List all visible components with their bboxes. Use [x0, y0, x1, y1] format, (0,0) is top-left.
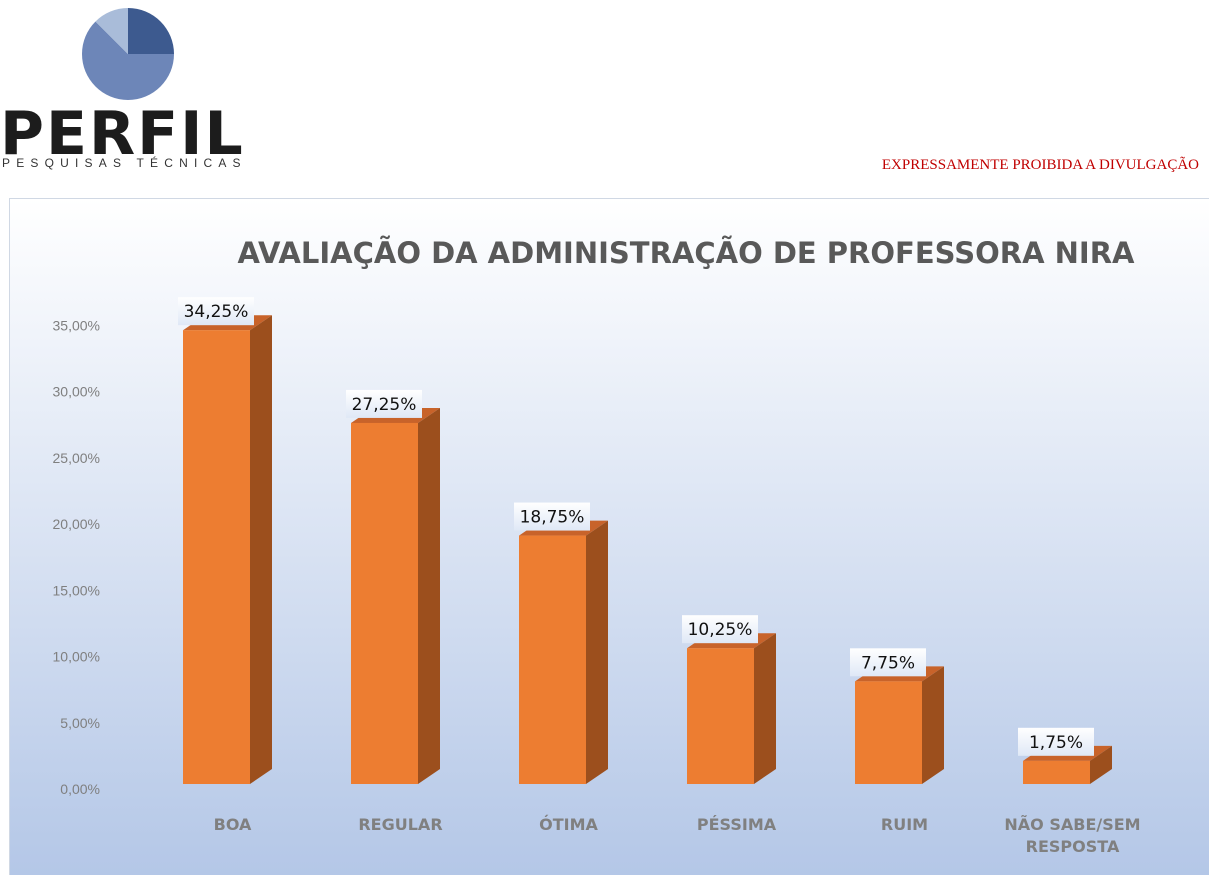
bar-side [418, 407, 440, 784]
bar [519, 520, 608, 784]
x-category-label: PÉSSIMA [697, 815, 777, 834]
data-label-text: 7,75% [861, 653, 915, 673]
bar-front [687, 648, 754, 784]
x-category-label: BOA [214, 815, 252, 834]
data-label: 10,25% [682, 615, 758, 644]
disclosure-notice: EXPRESSAMENTE PROIBIDA A DIVULGAÇÃO [881, 157, 1199, 173]
data-label-text: 1,75% [1029, 733, 1083, 753]
y-tick-label: 10,00% [53, 649, 100, 665]
logo-subtitle: PESQUISAS TÉCNICAS [2, 156, 247, 170]
bar-front [183, 330, 250, 784]
x-category-label: ÓTIMA [539, 815, 598, 834]
bar-side [250, 315, 272, 784]
y-tick-label: 0,00% [60, 781, 100, 797]
x-category-label: REGULAR [358, 815, 442, 834]
bar-side [754, 633, 776, 784]
pie-logo-icon [82, 8, 174, 100]
data-label: 18,75% [514, 502, 590, 531]
bar-side [586, 520, 608, 784]
y-tick-label: 30,00% [53, 384, 100, 400]
bar-chart: AVALIAÇÃO DA ADMINISTRAÇÃO DE PROFESSORA… [10, 199, 1209, 875]
y-tick-label: 25,00% [53, 450, 100, 466]
data-label-text: 10,25% [688, 620, 753, 640]
data-label-box [1018, 727, 1094, 756]
bar-front [519, 535, 586, 784]
data-label: 34,25% [178, 297, 254, 326]
x-category-label: NÃO SABE/SEM RESPOSTA [1004, 815, 1140, 856]
data-label-box [682, 615, 758, 644]
bar-front [1023, 760, 1090, 784]
data-label: 27,25% [346, 389, 422, 418]
data-label-box [850, 648, 926, 677]
data-label: 7,75% [850, 648, 926, 677]
perfil-logo [82, 8, 174, 100]
x-axis: BOA REGULAR ÓTIMA PÉSSIMA RUIM NÃO SABE/SEM RE… [214, 815, 1141, 856]
bar [687, 633, 776, 784]
bar [351, 407, 440, 784]
y-tick-label: 15,00% [53, 582, 100, 598]
data-label-text: 34,25% [184, 302, 249, 322]
chart-panel: AVALIAÇÃO DA ADMINISTRAÇÃO DE PROFESSORA… [9, 198, 1209, 875]
y-tick-label: 20,00% [53, 516, 100, 532]
y-tick-label: 5,00% [60, 715, 100, 731]
y-axis: 0,00% 5,00% 10,00% 15,00% 20,00% 25,00% 30,00%… [53, 317, 100, 797]
data-label-box [346, 389, 422, 418]
bar-front [855, 681, 922, 784]
data-labels: 34,25% 27,25% 18,75% 10,25% 7,75% 1,75% [178, 297, 1094, 756]
data-label: 1,75% [1018, 727, 1094, 756]
y-tick-label: 35,00% [53, 317, 100, 333]
data-label-text: 18,75% [520, 508, 585, 528]
bar-front [351, 422, 418, 784]
bar [183, 315, 272, 784]
chart-title: AVALIAÇÃO DA ADMINISTRAÇÃO DE PROFESSORA… [237, 236, 1135, 270]
data-label-box [514, 502, 590, 531]
bar-side [922, 666, 944, 784]
bar-side [1090, 745, 1112, 784]
logo-wordmark: PERFIL [0, 99, 245, 169]
bar [855, 666, 944, 784]
data-label-box [178, 297, 254, 326]
x-category-label: RUIM [881, 815, 928, 834]
data-label-text: 27,25% [352, 395, 417, 415]
